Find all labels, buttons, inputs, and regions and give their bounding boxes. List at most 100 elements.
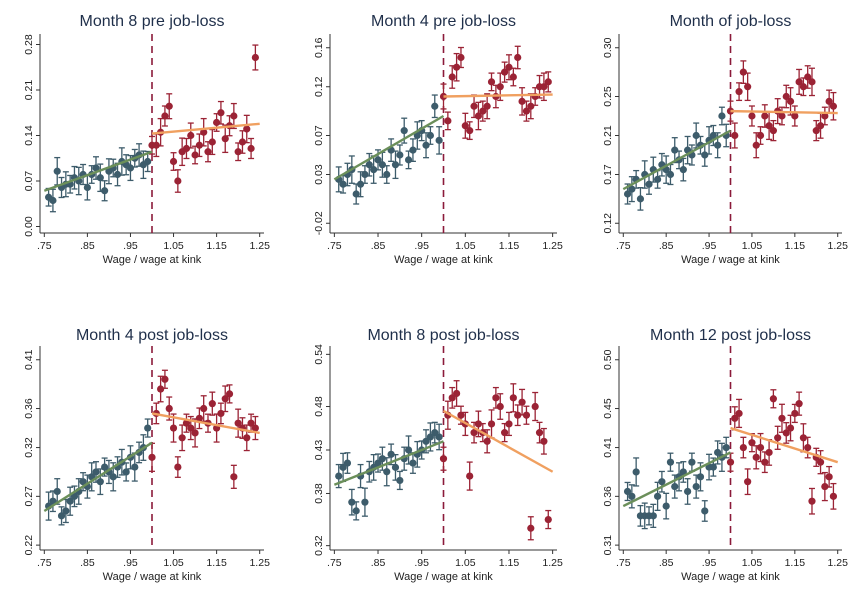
y-tick-label: 0.03: [313, 164, 325, 185]
left-point: [396, 151, 404, 159]
chart-title: Month 4 pre job-loss: [371, 13, 516, 30]
y-tick-label: 0.00: [23, 216, 35, 237]
left-point: [413, 131, 421, 140]
left-point: [666, 458, 675, 466]
left-point: [70, 492, 79, 500]
right-point: [470, 102, 478, 110]
right-point: [225, 390, 234, 398]
left-point: [57, 512, 66, 520]
right-point: [221, 395, 229, 403]
left-point: [356, 180, 365, 188]
left-point: [636, 195, 645, 203]
right-point: [165, 102, 173, 110]
right-point: [213, 118, 221, 127]
right-point: [829, 492, 838, 500]
left-point: [391, 161, 400, 169]
right-point: [466, 472, 474, 480]
right-point: [761, 458, 769, 466]
fit-line-left: [622, 451, 732, 508]
left-point: [435, 136, 443, 144]
right-point: [457, 53, 465, 62]
right-point: [479, 107, 487, 115]
x-axis-label: Wage / wage at kink: [103, 571, 202, 583]
left-point: [83, 183, 91, 192]
right-point: [187, 131, 195, 140]
y-tick-label: 0.07: [23, 171, 35, 192]
x-tick-label: .95: [414, 240, 429, 252]
left-point: [688, 458, 696, 466]
x-tick-label: .75: [327, 557, 342, 569]
chart-title: Month 12 post job-loss: [650, 327, 811, 344]
right-point: [739, 68, 747, 76]
right-point: [148, 453, 156, 461]
chart-title: Month 8 pre job-loss: [80, 13, 225, 30]
right-point: [799, 434, 808, 442]
right-point: [496, 83, 504, 91]
x-tick-label: 1.15: [785, 557, 806, 569]
left-point: [53, 167, 61, 175]
right-point: [739, 443, 747, 452]
fit-line-right: [730, 109, 838, 115]
left-point: [718, 112, 726, 120]
right-point: [204, 148, 212, 156]
right-point: [208, 400, 216, 408]
right-point: [761, 112, 769, 120]
right-point: [522, 411, 531, 419]
right-point: [769, 127, 777, 135]
left-point: [101, 187, 109, 195]
x-tick-label: 1.15: [206, 240, 227, 252]
left-point: [422, 437, 430, 445]
right-point: [756, 131, 765, 140]
x-tick-label: 1.05: [163, 240, 184, 252]
chart-panel-2: Month 4 pre job-loss -0.02 0.03 0.07 0.12 0.1…: [313, 13, 563, 266]
y-tick-label: 0.31: [602, 535, 614, 556]
x-tick-label: 1.05: [742, 240, 763, 252]
y-tick-label: 0.22: [23, 535, 35, 556]
right-point: [161, 112, 169, 120]
fit-line-left: [43, 150, 153, 192]
x-tick-label: 1.25: [249, 557, 270, 569]
right-point: [200, 404, 208, 413]
left-point: [623, 190, 632, 198]
right-point: [191, 151, 199, 159]
y-tick-label: 0.17: [602, 164, 614, 185]
left-point: [378, 161, 386, 169]
right-point: [501, 429, 509, 437]
y-tick-label: 0.36: [23, 398, 35, 419]
right-point: [470, 429, 478, 437]
right-point: [448, 73, 456, 81]
right-point: [182, 419, 191, 427]
y-tick-label: 0.21: [23, 80, 35, 101]
right-point: [804, 73, 812, 81]
right-point: [243, 434, 251, 442]
right-point: [765, 448, 773, 457]
left-point: [623, 487, 632, 496]
right-point: [243, 125, 251, 133]
right-point: [178, 434, 186, 442]
right-point: [527, 524, 535, 532]
right-point: [487, 420, 496, 428]
right-point: [452, 63, 461, 71]
right-point: [492, 394, 500, 402]
left-point: [653, 175, 662, 183]
right-point: [509, 73, 517, 81]
left-point: [632, 468, 640, 476]
x-tick-label: 1.05: [455, 557, 476, 569]
y-tick-label: 0.27: [23, 486, 35, 507]
y-tick-label: 0.43: [313, 440, 325, 461]
right-point: [169, 157, 178, 166]
left-point: [144, 157, 152, 166]
x-axis-label: Wage / wage at kink: [394, 254, 493, 266]
left-point: [113, 170, 122, 179]
right-point: [514, 411, 522, 419]
y-tick-label: 0.28: [23, 34, 35, 55]
right-point: [230, 112, 238, 120]
right-point: [208, 138, 216, 146]
right-point: [748, 439, 756, 447]
fit-line-left: [622, 129, 732, 191]
left-point: [400, 127, 408, 135]
right-point: [157, 385, 165, 393]
right-point: [483, 437, 491, 445]
chart-panel-6: Month 12 post job-loss 0.31 0.36 0.41 0.45 0.…: [602, 327, 848, 583]
